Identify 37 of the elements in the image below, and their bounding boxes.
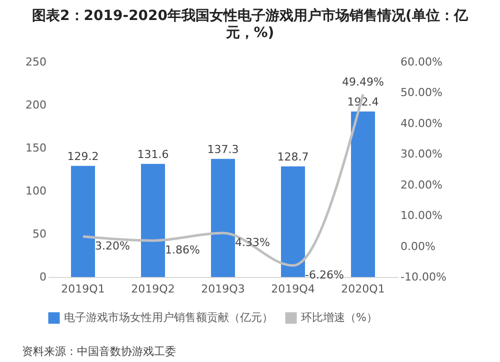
data-label: 131.6 bbox=[137, 148, 169, 161]
y-tick-label: 250 bbox=[26, 56, 46, 68]
text: 资料来源：中国音数协游戏工委 bbox=[22, 344, 177, 359]
x-tick-label: 2019Q1 bbox=[61, 282, 105, 296]
x-tick-label: 2020Q1 bbox=[341, 282, 385, 296]
y-tick-label: 200 bbox=[26, 98, 46, 112]
y2-tick-label: 30.00% bbox=[400, 148, 442, 161]
data-label: 128.7 bbox=[277, 150, 309, 164]
x-tick-label: 2019Q2 bbox=[131, 282, 175, 296]
bar bbox=[141, 164, 165, 277]
data-label: 137.3 bbox=[207, 142, 239, 156]
bar bbox=[211, 158, 235, 277]
data-label: 3.20% bbox=[95, 239, 130, 252]
chart-title: 图表2：2019-2020年我国女性电子游戏用户市场销售情况(单位：亿元，%) bbox=[31, 8, 469, 42]
legend-label: 环比增速（%） bbox=[301, 311, 378, 324]
y2-tick-label: 60.00% bbox=[400, 56, 442, 68]
y2-tick-label: 50.00% bbox=[400, 86, 442, 100]
y2-tick-label: 40.00% bbox=[400, 116, 442, 130]
x-tick-label: 2019Q4 bbox=[271, 282, 315, 296]
data-label: 129.2 bbox=[67, 150, 99, 163]
y-tick-label: 50 bbox=[32, 228, 46, 240]
data-label: 1.86% bbox=[165, 244, 200, 257]
bar bbox=[351, 112, 375, 277]
bar bbox=[71, 166, 95, 277]
legend-label: 电子游戏市场女性用户销售额贡献（亿元） bbox=[64, 311, 273, 324]
bar bbox=[281, 166, 305, 277]
y2-tick-label: 10.00% bbox=[400, 209, 442, 222]
data-label: -6.26% bbox=[305, 268, 344, 282]
y-tick-label: 150 bbox=[26, 142, 46, 154]
y-tick-label: 0 bbox=[40, 270, 46, 284]
y-tick-label: 100 bbox=[26, 184, 46, 198]
x-tick-label: 2019Q3 bbox=[201, 282, 245, 296]
data-label: 49.49% bbox=[342, 75, 384, 88]
y2-tick-label: 20.00% bbox=[400, 178, 442, 192]
y2-tick-label: 0.00% bbox=[400, 240, 436, 253]
y2-tick-label: -10.00% bbox=[400, 270, 446, 284]
data-label: 4.33% bbox=[235, 236, 270, 249]
